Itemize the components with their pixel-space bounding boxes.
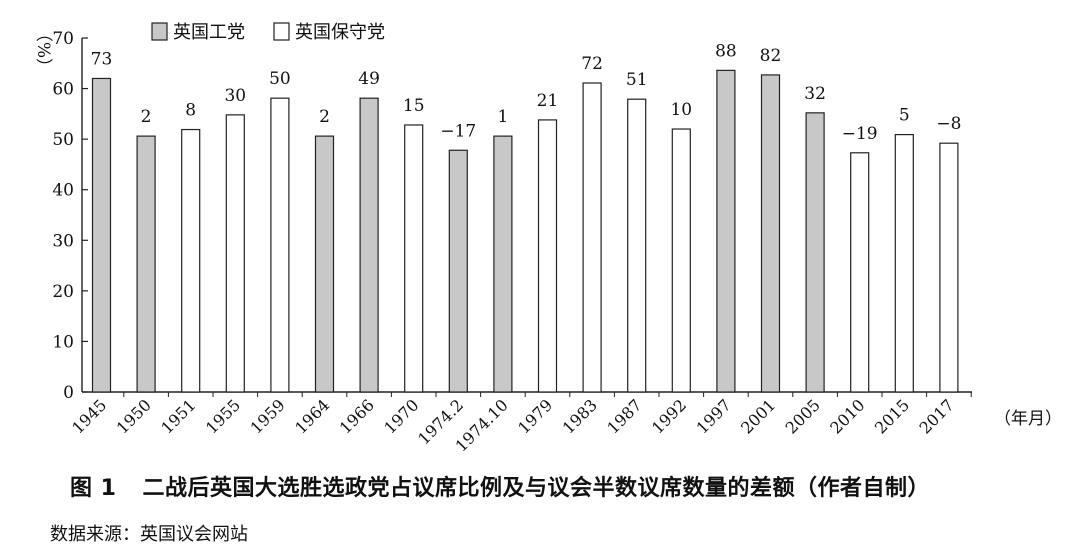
x-tick-label: 1959: [247, 395, 289, 437]
data-label: 82: [760, 46, 782, 66]
bar-1970: [404, 124, 424, 393]
x-tick-label: 1964: [291, 395, 333, 437]
x-tick-label: 1970: [380, 395, 422, 437]
data-label: −8: [936, 114, 961, 134]
data-label: 15: [403, 96, 425, 116]
data-labels: 73 2 8 30 50 2 49 15 −17 1 21 72 51 10 88 82 32 −19 5 −8: [91, 41, 962, 143]
figure-number: 图 1: [70, 476, 117, 501]
bar-1966: [359, 97, 379, 393]
bar-1974.10: [493, 135, 513, 393]
y-tick-label: 50: [52, 130, 74, 150]
x-tick-label: 1992: [648, 395, 690, 437]
data-label: 5: [899, 106, 910, 126]
x-tick-label: 2001: [737, 395, 779, 437]
bar-2017: [939, 142, 959, 393]
data-label: 8: [185, 101, 196, 121]
data-label: −17: [440, 121, 476, 141]
figure-caption-text: 二战后英国大选胜选政党占议席比例及与议会半数议席数量的差额（作者自制）: [142, 476, 930, 501]
data-label: 72: [581, 54, 603, 74]
bar-1964: [314, 135, 335, 393]
bar-1997: [716, 69, 736, 393]
bar-1983: [582, 82, 602, 393]
data-label: 50: [269, 69, 291, 89]
y-tick-label: 60: [52, 80, 74, 100]
data-label: 21: [537, 91, 559, 111]
x-tick-label: 1955: [202, 395, 244, 437]
legend-swatch: [151, 22, 168, 41]
bar-1950: [136, 135, 156, 393]
data-label: 1: [497, 107, 508, 127]
x-tick-label: 1945: [68, 395, 110, 437]
x-tick-label: 1987: [603, 395, 645, 437]
bar-2015: [894, 133, 914, 393]
x-tick-label: 2010: [826, 395, 868, 437]
data-label: 10: [670, 100, 692, 120]
data-label: 2: [141, 107, 152, 127]
y-tick-label: 70: [52, 29, 74, 49]
y-tick-label: 40: [52, 181, 74, 201]
bar-1974.2: [448, 149, 468, 393]
data-label: 2: [319, 107, 330, 127]
data-label: 73: [91, 49, 113, 69]
bar-1992: [671, 128, 691, 393]
data-label: 51: [626, 70, 648, 90]
y-tick-label: 20: [52, 282, 74, 302]
bar-1987: [627, 98, 647, 393]
bar-1959: [270, 97, 290, 393]
x-tick-label: 1997: [693, 395, 735, 437]
x-tick-label: 2015: [871, 395, 913, 437]
bar-2001: [760, 74, 781, 393]
bars: [91, 69, 959, 393]
y-tick-label: 30: [52, 231, 74, 251]
data-label: 30: [224, 86, 246, 106]
data-label: 88: [715, 41, 737, 61]
x-tick-label: 1951: [157, 395, 199, 437]
data-label: −19: [842, 124, 878, 144]
bar-2005: [805, 112, 825, 393]
x-tick-label: 2005: [782, 395, 824, 437]
y-tick-label: 10: [52, 332, 74, 352]
data-label: 32: [804, 84, 826, 104]
bar-1979: [537, 119, 558, 393]
bar-2010: [850, 152, 870, 393]
data-label: 49: [358, 69, 380, 89]
bar-1951: [181, 128, 201, 393]
x-axis-unit: （年月）: [994, 409, 1062, 429]
x-tick-label: 1983: [559, 395, 601, 437]
x-tick-label: 1950: [113, 395, 155, 437]
y-tick-label: 0: [63, 383, 74, 403]
x-tick-label: 1979: [514, 395, 556, 437]
x-tick-label: 1966: [336, 395, 378, 437]
legend: 英国工党 英国保守党: [151, 22, 385, 43]
legend-swatch: [273, 22, 290, 41]
data-source: 数据来源：英国议会网站: [50, 524, 248, 545]
bar-1955: [225, 114, 245, 393]
legend-label: 英国工党: [173, 22, 245, 43]
bar-1945: [91, 77, 112, 393]
figure-caption: 图 1 二战后英国大选胜选政党占议席比例及与议会半数议席数量的差额（作者自制）: [70, 470, 930, 502]
y-axis-label: （%）: [33, 25, 53, 75]
legend-label: 英国保守党: [295, 22, 385, 43]
x-tick-label: 2017: [916, 395, 958, 437]
